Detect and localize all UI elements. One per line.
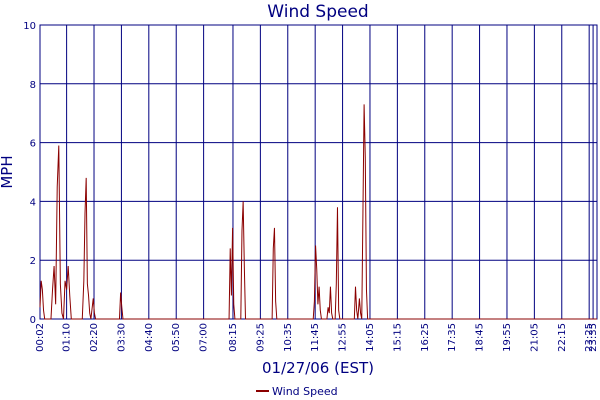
y-tick-label: 10 — [23, 21, 36, 32]
x-tick-label: 15:15 — [392, 323, 403, 352]
x-tick-label: 23:25 — [584, 323, 595, 352]
y-tick-label: 0 — [30, 315, 36, 326]
x-tick-label: 10:35 — [283, 323, 294, 352]
x-tick-label: 18:45 — [475, 323, 486, 352]
x-tick-label: 05:50 — [171, 323, 182, 352]
series-group — [39, 104, 597, 320]
x-tick-label: 07:00 — [199, 323, 210, 352]
x-axis-label: 01/27/06 (EST) — [262, 359, 374, 377]
y-tick-labels: 0 2 4 6 8 10 — [23, 21, 36, 326]
x-tick-label: 14:05 — [365, 323, 376, 352]
x-tick-label: 02:20 — [89, 323, 100, 352]
x-tick-label: 19:55 — [502, 323, 513, 352]
series-line-wind-speed — [39, 104, 597, 320]
x-tick-label: 23:35 — [588, 323, 599, 352]
y-tick-label: 8 — [30, 80, 36, 91]
x-tick-label: 12:55 — [338, 323, 349, 352]
y-tick-label: 4 — [30, 197, 36, 208]
x-tick-label: 17:35 — [447, 323, 458, 352]
x-tick-labels: 00:02 01:10 02:20 03:30 04:40 05:50 07:00 08:15… — [35, 323, 599, 352]
x-tick-label: 22:15 — [557, 323, 568, 352]
x-tick-label: 11:45 — [310, 323, 321, 352]
x-tick-label: 01:10 — [62, 323, 73, 352]
x-tick-label: 03:30 — [116, 323, 127, 352]
plot-area — [39, 24, 598, 320]
legend: Wind Speed — [256, 385, 338, 398]
y-tick-label: 6 — [30, 139, 36, 150]
x-tick-label: 16:25 — [420, 323, 431, 352]
y-axis-label: MPH — [0, 155, 16, 188]
x-tick-label: 09:25 — [255, 323, 266, 352]
x-tick-label: 00:02 — [35, 323, 46, 352]
x-tick-label: 21:05 — [529, 323, 540, 352]
x-tick-label: 04:40 — [144, 323, 155, 352]
chart-title: Wind Speed — [267, 2, 368, 22]
y-tick-label: 2 — [30, 256, 36, 267]
x-tick-label: 08:15 — [228, 323, 239, 352]
legend-label: Wind Speed — [272, 385, 338, 398]
